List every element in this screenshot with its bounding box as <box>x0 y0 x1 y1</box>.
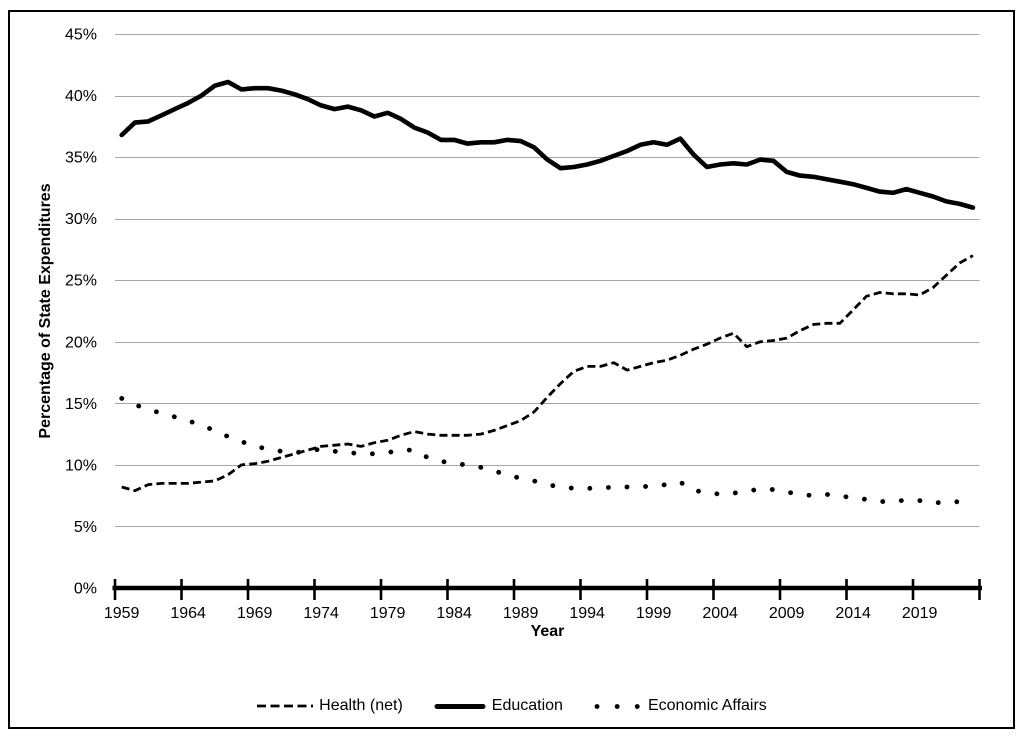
solid-line-swatch-icon <box>434 703 486 709</box>
series-line-health-net <box>121 254 974 493</box>
series-line-education <box>119 79 976 210</box>
y-tick-label: 25% <box>65 273 97 290</box>
x-tick-label: 2019 <box>902 605 938 622</box>
x-tick-label: 2009 <box>769 605 805 622</box>
y-tick-label: 30% <box>65 211 97 228</box>
x-axis-title: Year <box>530 623 565 640</box>
x-tick-label: 2014 <box>835 605 871 622</box>
x-tick-label: 1989 <box>503 605 539 622</box>
legend-item-economic-affairs: Economic Affairs <box>593 697 767 715</box>
y-axis-title: Percentage of State Expenditures <box>37 183 54 439</box>
series-line-economic-affairs <box>119 395 976 506</box>
x-tick-label: 1964 <box>170 605 206 622</box>
dashed-line-swatch-icon <box>257 704 314 708</box>
y-tick-label: 15% <box>65 396 97 413</box>
x-tick-label: 1959 <box>104 605 140 622</box>
x-tick-label: 1979 <box>370 605 406 622</box>
x-tick-label: 1984 <box>436 605 472 622</box>
x-tick-label: 2004 <box>702 605 738 622</box>
dotted-line-swatch-icon <box>594 703 642 709</box>
legend-label-economic-affairs: Economic Affairs <box>647 697 767 714</box>
y-tick-label: 45% <box>65 27 97 44</box>
legend-item-education: Education <box>433 697 563 715</box>
x-axis <box>112 579 982 600</box>
legend-label-health-net: Health (net) <box>319 697 403 714</box>
y-tick-label: 40% <box>65 88 97 105</box>
y-tick-labels: 0% 5% 10% 15% 20% 25% 30% 35% 40% 45% <box>65 27 97 598</box>
figure-border <box>8 10 1015 729</box>
x-tick-label: 1974 <box>303 605 339 622</box>
gridlines <box>115 34 980 527</box>
x-tick-label: 1999 <box>636 605 672 622</box>
y-tick-label: 35% <box>65 150 97 167</box>
y-tick-label: 10% <box>65 457 97 474</box>
y-tick-label: 5% <box>74 519 97 536</box>
y-tick-label: 0% <box>74 581 97 598</box>
x-tick-label: 1969 <box>237 605 273 622</box>
legend-item-health-net: Health (net) <box>256 697 403 715</box>
y-tick-label: 20% <box>65 334 97 351</box>
x-tick-label: 1994 <box>569 605 605 622</box>
x-tick-labels: 1959 1964 1969 1974 1979 1984 1989 1994 1999 2004… <box>104 605 938 622</box>
legend: Health (net) Education Economic Affairs <box>8 697 1015 715</box>
legend-label-education: Education <box>491 697 563 714</box>
